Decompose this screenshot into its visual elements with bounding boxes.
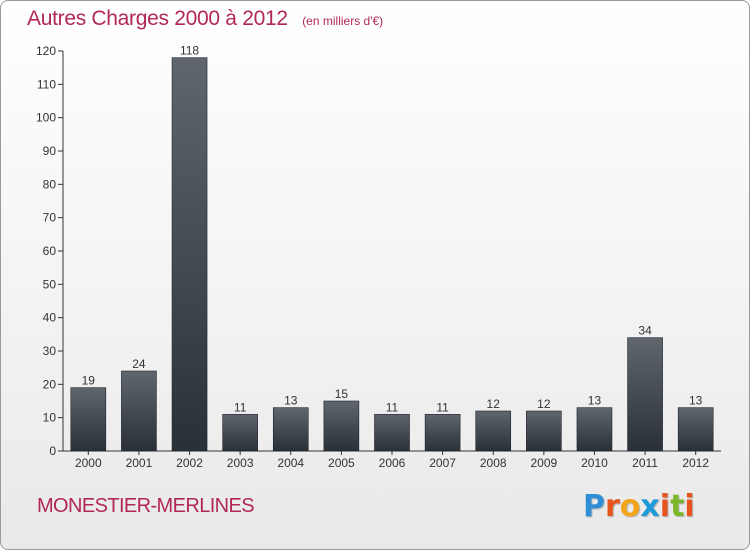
bar-value-label: 11	[386, 400, 399, 414]
y-tick-label: 80	[43, 177, 57, 191]
y-tick-label: 10	[43, 411, 57, 425]
x-tick-label: 2008	[480, 456, 507, 470]
logo-letter: o	[619, 489, 641, 524]
bar-value-label: 34	[638, 324, 652, 338]
bar	[424, 414, 461, 452]
bar-value-label: 13	[689, 394, 703, 408]
logo-letter: i	[659, 489, 671, 524]
x-tick-label: 2011	[632, 456, 658, 470]
x-tick-label: 2001	[126, 456, 153, 470]
bar-value-label: 118	[180, 44, 199, 58]
bar	[526, 410, 562, 452]
x-tick-label: 2010	[581, 456, 608, 470]
title-row: Autres Charges 2000 à 2012 (en milliers …	[27, 7, 383, 31]
bar	[323, 400, 360, 452]
bar-value-label: 15	[335, 387, 349, 401]
bar	[677, 407, 714, 452]
bar-value-label: 13	[588, 394, 602, 408]
x-tick-label: 2000	[75, 456, 102, 470]
x-tick-label: 2005	[328, 456, 355, 470]
y-tick-label: 0	[49, 444, 56, 458]
bar	[475, 410, 512, 452]
y-tick-label: 120	[36, 44, 56, 58]
x-tick-label: 2003	[227, 456, 254, 470]
y-tick-label: 110	[37, 77, 56, 91]
bar-value-label: 12	[487, 397, 501, 411]
y-tick-label: 30	[43, 344, 57, 358]
chart-title: Autres Charges 2000 à 2012	[27, 7, 288, 30]
y-tick-label: 70	[43, 211, 57, 225]
x-tick-label: 2004	[277, 456, 304, 470]
logo-letter: i	[684, 489, 695, 524]
bar-value-label: 24	[132, 357, 146, 371]
y-tick-label: 90	[43, 144, 57, 158]
bar-value-label: 12	[537, 397, 551, 411]
y-tick-label: 40	[43, 311, 57, 325]
logo-letter: t	[670, 489, 685, 524]
chart-subtitle: (en milliers d'€)	[302, 14, 384, 28]
y-tick-label: 100	[36, 111, 56, 125]
y-tick-label: 60	[43, 244, 57, 258]
commune-name: MONESTIER-MERLINES	[37, 495, 255, 517]
x-tick-label: 2002	[176, 456, 203, 470]
x-tick-label: 2007	[429, 456, 456, 470]
bar-value-label: 11	[436, 400, 449, 414]
bar	[627, 337, 663, 452]
bar	[70, 387, 107, 452]
y-tick-label: 50	[43, 277, 57, 291]
x-tick-label: 2009	[530, 456, 557, 470]
bar	[171, 57, 208, 452]
logo-letter: P	[583, 489, 605, 524]
x-tick-label: 2012	[682, 456, 709, 470]
x-tick-label: 2006	[379, 456, 406, 470]
bar	[374, 414, 410, 452]
bar	[576, 407, 613, 452]
bar	[272, 407, 309, 452]
bar	[121, 370, 157, 452]
bar-value-label: 13	[284, 394, 298, 408]
bar-value-label: 11	[234, 400, 247, 414]
logo-letter: x	[640, 489, 660, 524]
y-tick-label: 20	[43, 377, 57, 391]
bar	[222, 414, 258, 452]
proxiti-logo[interactable]: Proxiti	[583, 489, 695, 524]
bar-value-label: 19	[82, 374, 96, 388]
logo-letter: r	[605, 489, 620, 524]
